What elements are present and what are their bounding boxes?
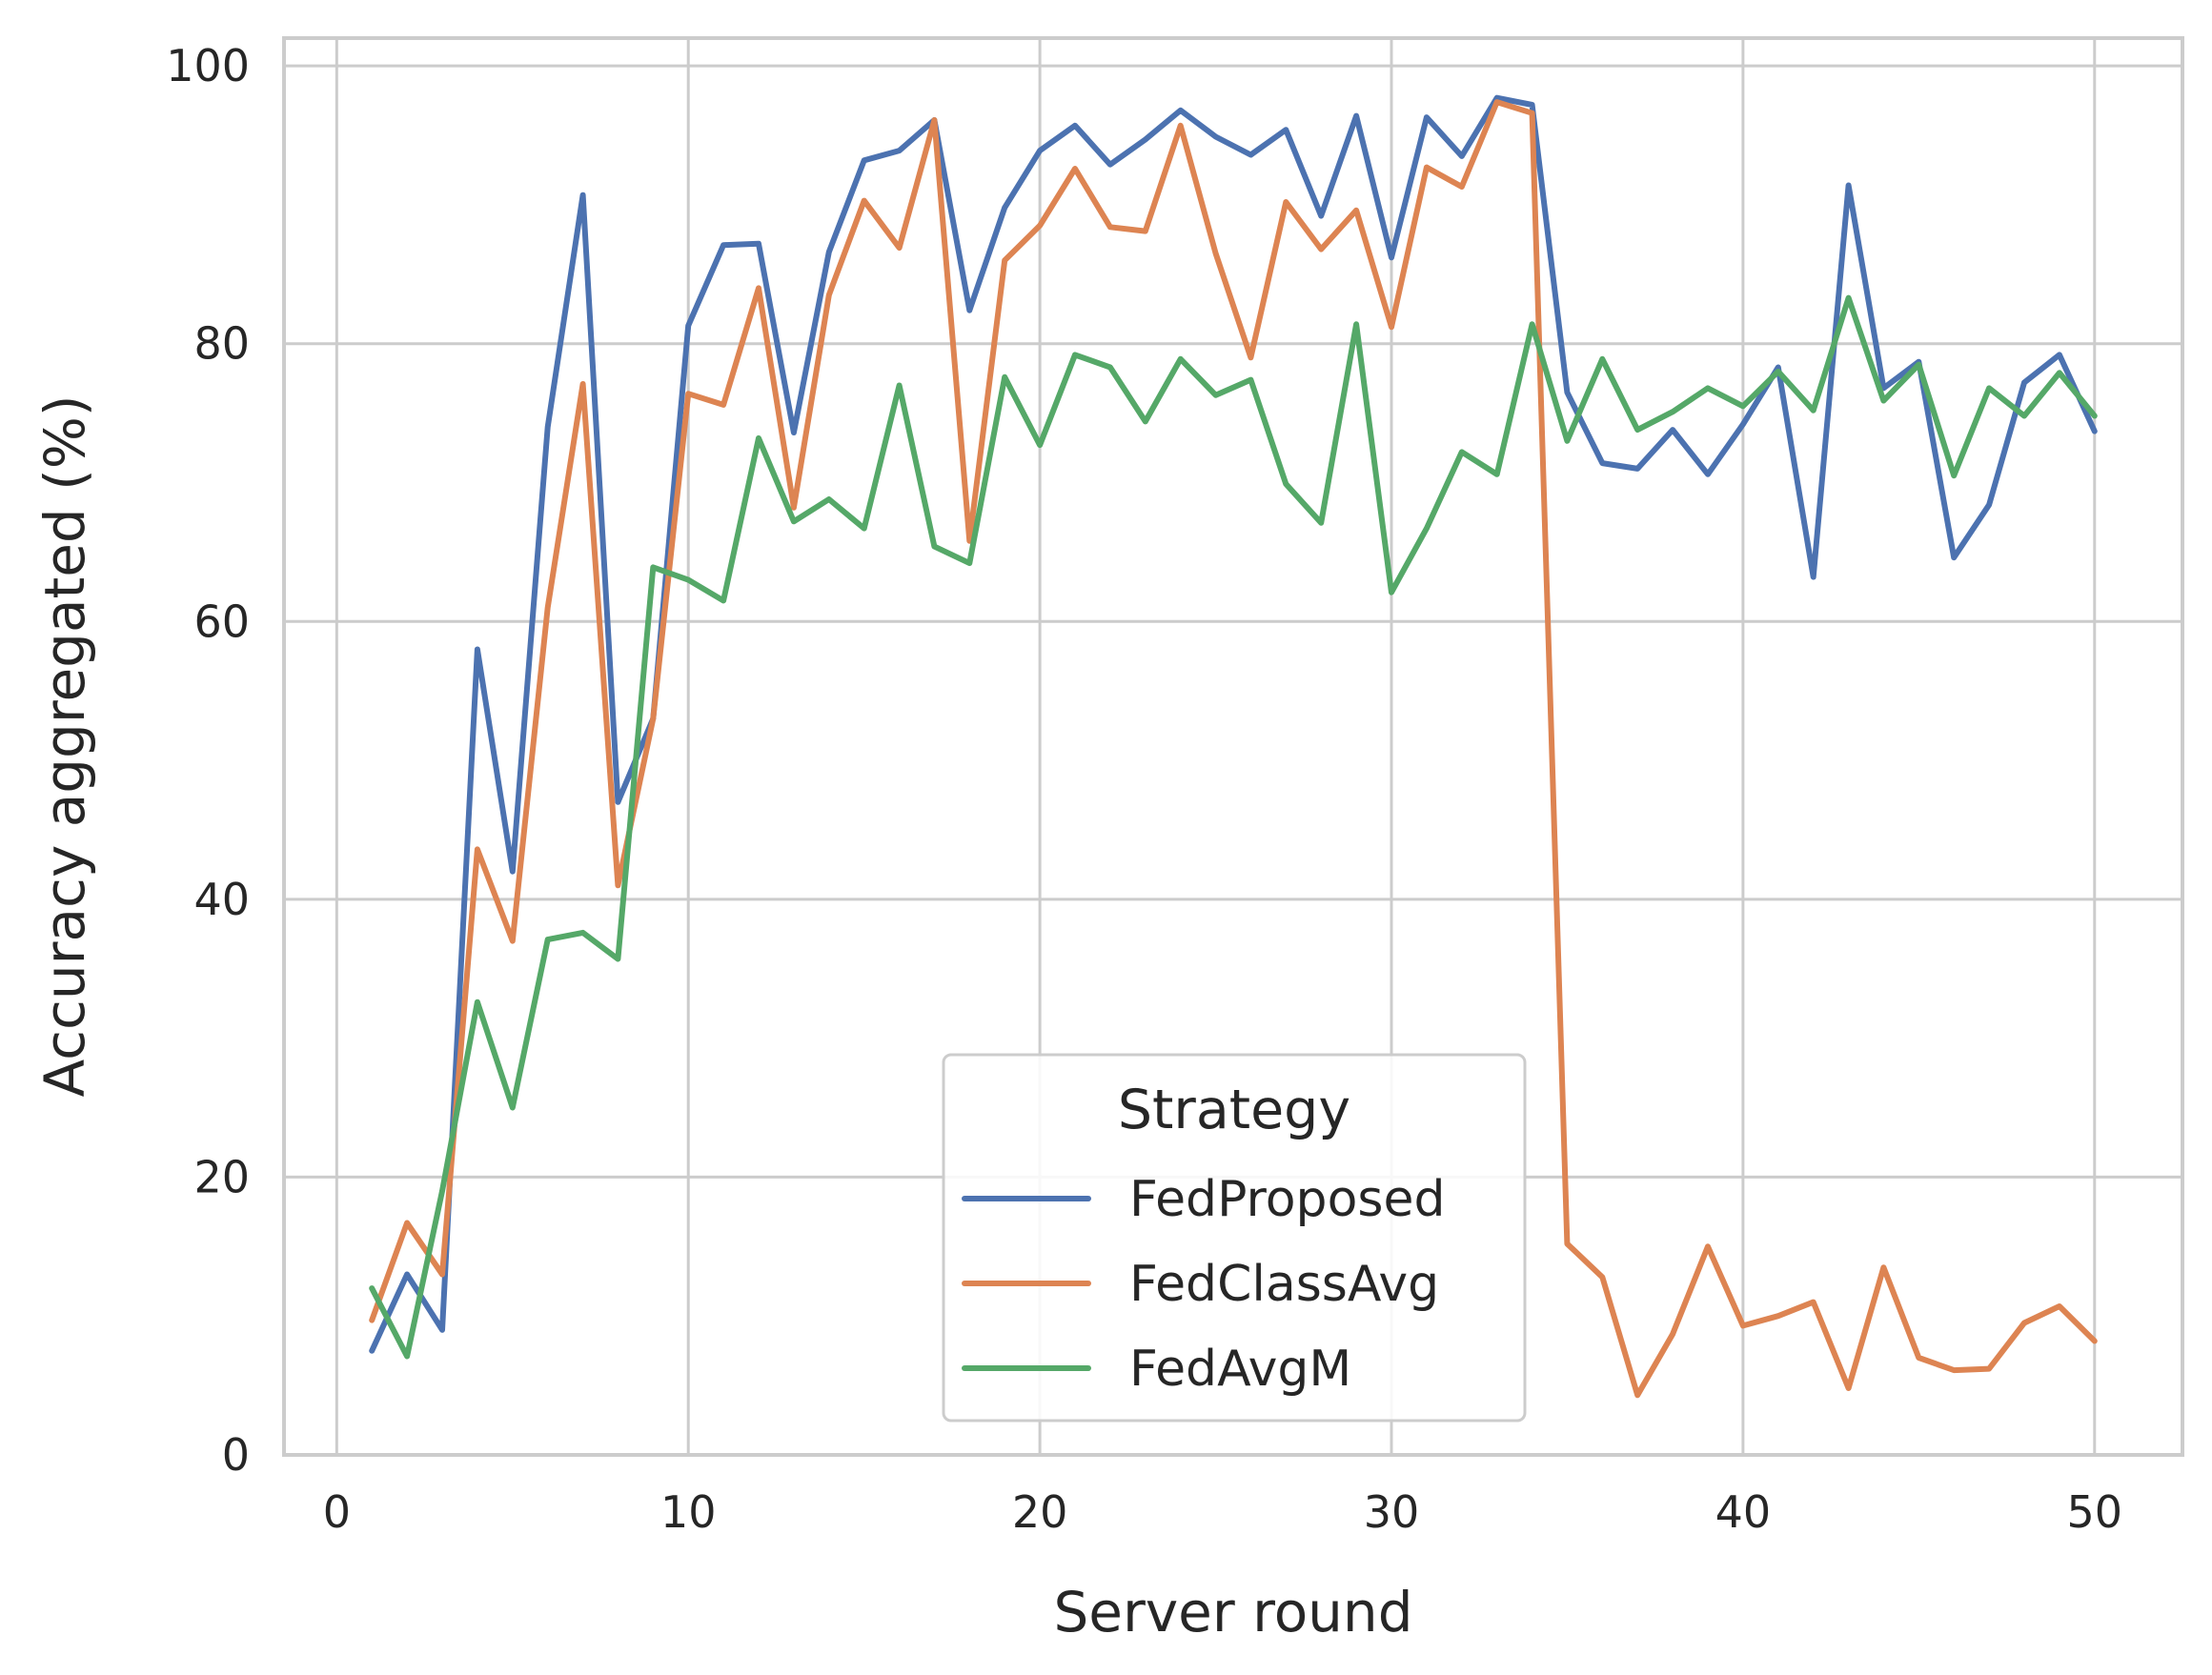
x-tick-label: 10 [660,1486,717,1538]
legend: Strategy FedProposed FedClassAvg FedAvgM [942,1053,1527,1423]
x-tick-label: 30 [1364,1486,1420,1538]
series-line-fedclassavg [369,99,2098,1399]
x-tick-label: 50 [2067,1486,2123,1538]
y-axis-label: Accuracy aggregated (%) [32,394,97,1097]
y-tick-label: 40 [193,874,250,925]
legend-title: Strategy [1118,1079,1350,1141]
legend-label-fedclassavg: FedClassAvg [1129,1256,1439,1313]
x-tick-label: 20 [1012,1486,1068,1538]
legend-label-fedavgm: FedAvgM [1129,1341,1351,1398]
x-tick-labels: 0 10 20 30 40 50 [323,1486,2122,1538]
y-tick-label: 60 [193,595,250,647]
series-lines [369,94,2098,1399]
legend-box [942,1053,1527,1423]
x-tick-label: 0 [323,1486,351,1538]
y-tick-label: 20 [193,1151,250,1202]
y-tick-label: 100 [166,40,250,91]
plot-frame [282,36,2184,1457]
legend-label-fedproposed: FedProposed [1129,1171,1445,1228]
y-tick-label: 0 [222,1429,250,1481]
y-tick-labels: 0 20 40 60 80 100 [166,40,250,1481]
y-tick-label: 80 [193,318,250,370]
series-line-fedavgm [369,294,2098,1360]
legend-items: FedProposed FedClassAvg FedAvgM [962,1171,1445,1398]
x-axis-label: Server round [1053,1580,1412,1645]
x-tick-label: 40 [1715,1486,1772,1538]
